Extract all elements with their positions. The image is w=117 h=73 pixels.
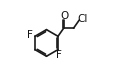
Text: F: F xyxy=(56,50,62,60)
Text: Cl: Cl xyxy=(77,14,88,24)
Text: F: F xyxy=(27,30,33,40)
Text: O: O xyxy=(60,11,68,21)
